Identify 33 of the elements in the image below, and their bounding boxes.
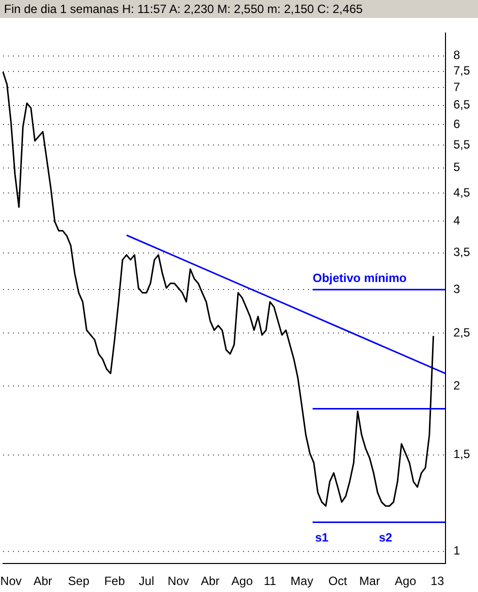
annotation: s2 bbox=[378, 530, 393, 545]
y-tick-label: 8 bbox=[453, 48, 460, 62]
x-tick-label: 13 bbox=[430, 574, 444, 588]
y-tick-label: 2,5 bbox=[453, 325, 470, 340]
x-tick-label: Sep bbox=[68, 574, 90, 588]
y-tick-label: 1,5 bbox=[453, 447, 470, 462]
x-tick-label: Mar bbox=[359, 574, 380, 588]
x-tick-label: May bbox=[290, 574, 314, 588]
x-tick-label: Ago bbox=[394, 574, 416, 588]
x-tick-label: Jul bbox=[138, 574, 154, 588]
chart-title: Fin de dia 1 semanas H: 11:57 A: 2,230 M: 2,550 m: 2,150 C: 2,465 bbox=[0, 0, 478, 18]
y-tick-label: 4,5 bbox=[453, 185, 470, 200]
x-tick-label: 11 bbox=[264, 574, 277, 588]
y-tick-label: 7 bbox=[453, 80, 460, 94]
y-tick-label: 3 bbox=[453, 282, 460, 296]
x-tick-label: Ago bbox=[231, 574, 254, 588]
y-tick-label: 7,5 bbox=[453, 64, 470, 78]
annotation: s1 bbox=[315, 530, 329, 545]
y-tick-label: 5,5 bbox=[453, 138, 470, 152]
y-tick-label: 4 bbox=[453, 213, 460, 228]
x-tick-label: Oct bbox=[328, 574, 348, 588]
x-tick-label: Abr bbox=[200, 574, 220, 588]
y-tick-label: 6,5 bbox=[453, 98, 470, 112]
x-tick-label: Nov bbox=[0, 574, 22, 588]
y-tick-label: 6 bbox=[453, 116, 460, 131]
y-tick-label: 3,5 bbox=[453, 245, 470, 260]
y-tick-label: 2 bbox=[453, 378, 460, 393]
x-tick-label: Feb bbox=[104, 574, 126, 588]
y-tick-label: 5 bbox=[453, 160, 460, 174]
x-tick-label: Nov bbox=[168, 574, 190, 588]
x-tick-label: Abr bbox=[34, 574, 52, 588]
y-tick-label: 1 bbox=[453, 544, 460, 558]
ref-line-label: Objetivo mínimo bbox=[312, 270, 407, 285]
